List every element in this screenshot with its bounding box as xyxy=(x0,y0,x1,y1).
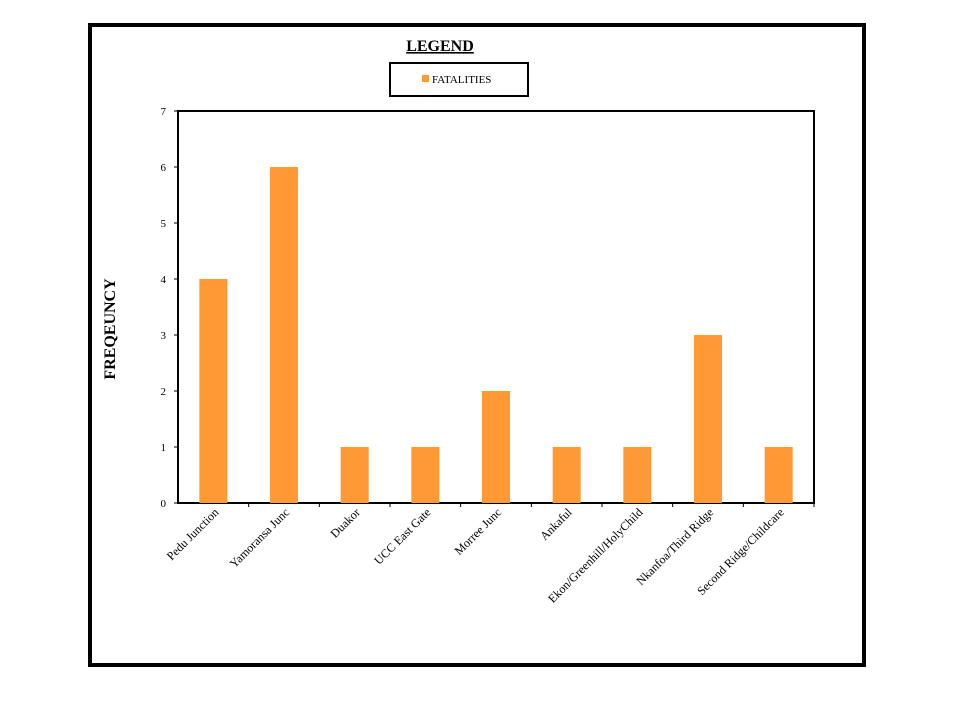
x-tick-label: UCC East Gate xyxy=(371,505,433,567)
legend-swatch xyxy=(422,75,429,82)
x-tick-label: Morree Junc xyxy=(452,505,505,558)
y-tick-label: 5 xyxy=(161,218,167,230)
bar xyxy=(764,447,793,503)
bar-chart: LEGEND FATALITIES FREQEUNCY 0 1 2 3 4 5 6 7 Ped… xyxy=(102,38,815,606)
y-tick-label: 6 xyxy=(161,162,167,174)
bar xyxy=(552,447,581,503)
x-tick-label: Yamoransa Junc xyxy=(227,505,292,570)
chart-frame: LEGEND FATALITIES FREQEUNCY 0 1 2 3 4 5 6 7 Ped… xyxy=(88,23,866,667)
y-tick-label: 2 xyxy=(161,386,167,398)
x-tick-label: Ankaful xyxy=(537,505,575,543)
y-axis-ticks: 0 1 2 3 4 5 6 7 xyxy=(161,106,178,510)
bar xyxy=(694,335,722,503)
y-tick-label: 7 xyxy=(161,106,167,118)
y-tick-label: 0 xyxy=(161,498,167,510)
bar xyxy=(482,391,510,503)
bar xyxy=(411,447,440,503)
x-tick-label: Duakor xyxy=(327,505,362,540)
legend-title: LEGEND xyxy=(406,38,474,55)
bar xyxy=(623,447,652,503)
y-tick-label: 4 xyxy=(161,274,167,286)
x-tick-label: Pedu Junction xyxy=(164,505,222,563)
bar xyxy=(340,447,369,503)
y-axis-label: FREQEUNCY xyxy=(102,278,119,380)
bars xyxy=(199,167,793,503)
legend-box xyxy=(389,62,529,97)
x-axis-tick-labels: Pedu Junction Yamoransa Junc Duakor UCC Eas… xyxy=(164,503,815,606)
legend-entry-label: FATALITIES xyxy=(432,74,491,86)
bar xyxy=(199,279,228,503)
x-tick-label: Nkanfoa/Third Ridge xyxy=(633,505,716,588)
bar xyxy=(270,167,298,503)
y-tick-label: 3 xyxy=(161,330,167,342)
y-tick-label: 1 xyxy=(161,442,167,454)
